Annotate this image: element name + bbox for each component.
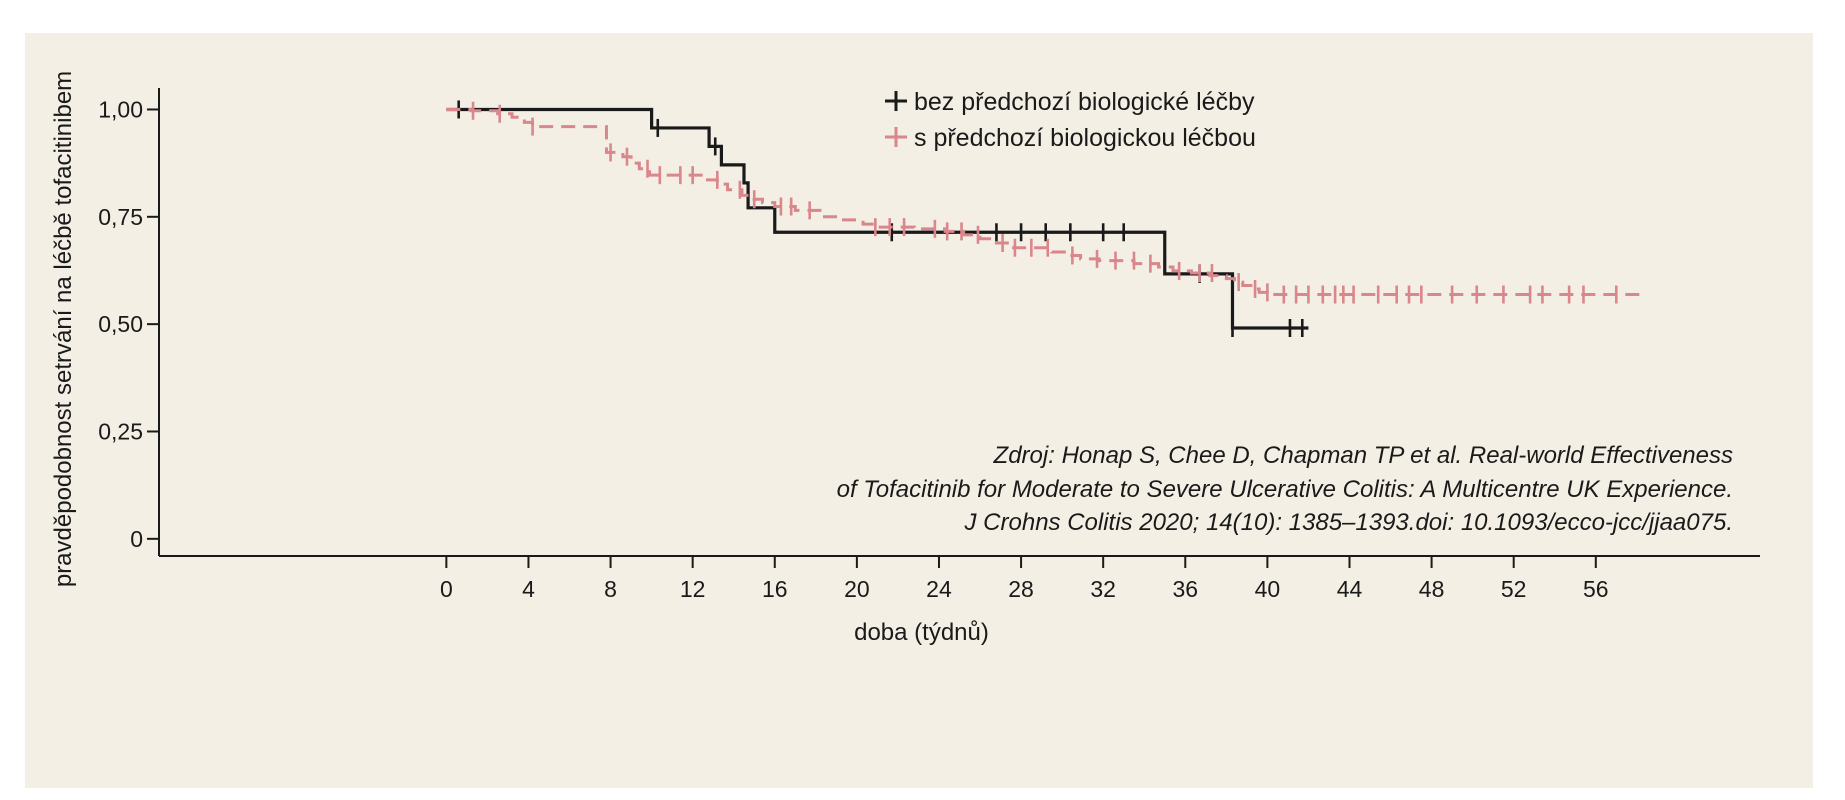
axes — [158, 88, 1760, 557]
legend-label-0: bez předchozí biologické léčby — [914, 88, 1255, 116]
x-tick-label: 24 — [926, 576, 952, 602]
x-tick-label: 44 — [1337, 576, 1363, 602]
y-tick-label: 0 — [130, 526, 143, 552]
chart-panel: 0 0,25 0,50 0,75 1,00 0 4 8 12 16 20 24 28 32 36 40 44 4… — [25, 33, 1813, 788]
x-tick-label: 8 — [604, 576, 617, 602]
legend-marker-1 — [885, 127, 907, 147]
survival-chart: 00,250,500,751,00 0 4 8 12 16 20 24 28 32 36 40 44 4… — [50, 71, 1760, 646]
y-tick-label: 0,75 — [98, 204, 143, 230]
series-group — [446, 100, 1648, 338]
x-tick-label: 56 — [1583, 576, 1609, 602]
x-tick-label: 0 — [440, 576, 453, 602]
survival-curve-0 — [446, 107, 1309, 330]
y-axis-title: pravděpodobnost setrvání na léčbě tofaci… — [50, 71, 77, 587]
x-tick-label: 48 — [1419, 576, 1445, 602]
x-tick-label: 52 — [1501, 576, 1527, 602]
x-tick-label: 40 — [1255, 576, 1281, 602]
source-note-line-1: of Tofacitinib for Moderate to Severe Ul… — [837, 476, 1733, 503]
legend-marker-0 — [885, 91, 907, 111]
x-tick-label: 32 — [1090, 576, 1116, 602]
y-tick-label: 1,00 — [98, 96, 143, 122]
x-tick-label: 20 — [844, 576, 870, 602]
legend: bez předchozí biologické léčby s předcho… — [885, 88, 1256, 152]
x-tick-label: 16 — [762, 576, 788, 602]
y-tick-label: 0,50 — [98, 311, 143, 337]
source-note: Zdroj: Honap S, Chee D, Chapman TP et al… — [837, 442, 1733, 536]
x-tick-label: 4 — [522, 576, 535, 602]
x-axis-title: doba (týdnů) — [854, 619, 989, 646]
source-note-line-0: Zdroj: Honap S, Chee D, Chapman TP et al… — [993, 442, 1733, 469]
x-tick-label: 12 — [680, 576, 706, 602]
series-1 — [446, 101, 1648, 304]
source-note-line-2: J Crohns Colitis 2020; 14(10): 1385–1393… — [964, 509, 1734, 536]
y-tick-label: 0,25 — [98, 418, 143, 444]
legend-label-1: s předchozí biologickou léčbou — [914, 124, 1256, 152]
x-tick-label: 36 — [1172, 576, 1198, 602]
x-tick-label: 28 — [1008, 576, 1034, 602]
x-ticks: 0 4 8 12 16 20 24 28 32 36 40 44 48 52 56 — [440, 556, 1609, 602]
y-ticks: 0 0,25 0,50 0,75 1,00 — [98, 96, 159, 552]
